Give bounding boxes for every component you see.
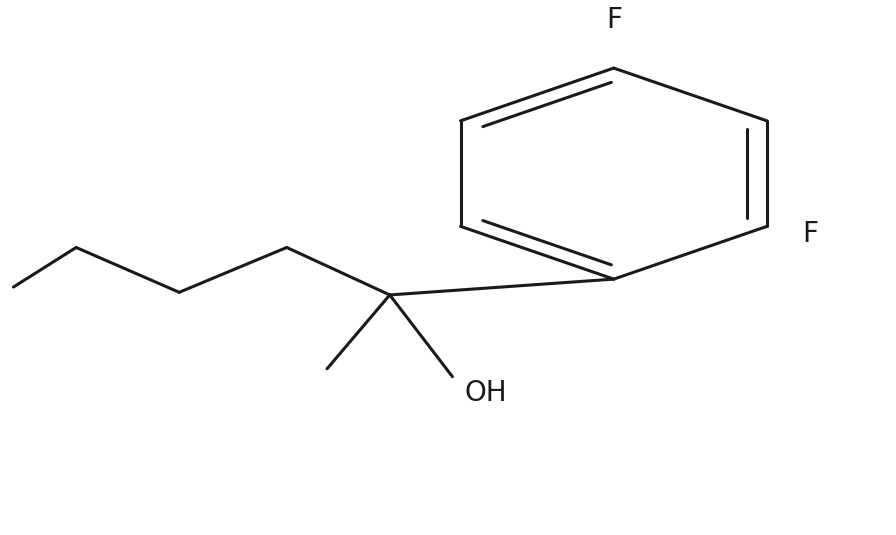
Text: OH: OH [464,379,507,407]
Text: F: F [802,220,818,248]
Text: F: F [606,6,622,34]
